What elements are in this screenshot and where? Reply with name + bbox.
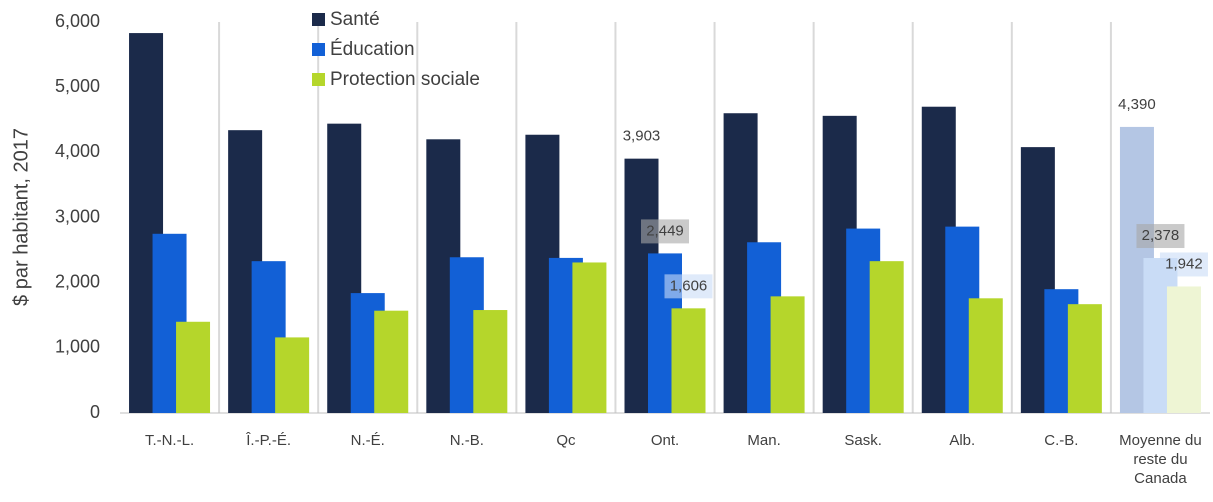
x-tick-label: C.-B.	[1044, 432, 1079, 449]
x-tick-label: Î.-P.-É.	[246, 432, 291, 449]
bar	[572, 262, 607, 413]
bar	[1067, 304, 1102, 413]
bar	[374, 310, 409, 413]
y-tick-label: 3,000	[55, 206, 100, 226]
data-label: 4,390	[1118, 96, 1156, 113]
y-tick-label: 1,000	[55, 337, 100, 357]
data-label: 2,449	[646, 222, 684, 239]
x-tick-label: T.-N.-L.	[144, 432, 195, 449]
y-tick-label: 0	[90, 402, 100, 422]
label-background	[1136, 224, 1185, 249]
legend-label: Éducation	[330, 39, 415, 60]
legend-swatch	[312, 73, 325, 86]
legend-swatch	[312, 43, 325, 56]
data-label: 1,606	[670, 277, 708, 294]
y-tick-label: 5,000	[55, 76, 100, 96]
bar	[1166, 286, 1201, 413]
y-tick-label: 6,000	[55, 11, 100, 31]
x-tick-label: N.-É.	[350, 432, 385, 449]
bar	[473, 310, 508, 413]
label-background	[1159, 252, 1208, 277]
x-tick-label: Sask.	[844, 432, 882, 449]
legend-label: Santé	[330, 9, 380, 30]
bar	[671, 308, 706, 413]
bar	[770, 296, 805, 413]
x-tick-label: Qc	[556, 432, 576, 449]
data-label: 2,378	[1142, 227, 1180, 244]
bar	[869, 261, 904, 413]
x-tick-label: Alb.	[949, 432, 976, 449]
legend-swatch	[312, 13, 325, 26]
x-tick-label: Ont.	[650, 432, 680, 449]
bar	[275, 337, 310, 413]
bar	[968, 298, 1003, 413]
data-label: 1,942	[1165, 255, 1203, 272]
label-background	[664, 274, 713, 299]
data-label: 3,903	[623, 128, 661, 145]
bar	[176, 321, 211, 413]
legend-label: Protection sociale	[330, 69, 480, 90]
x-tick-label: N.-B.	[449, 432, 484, 449]
y-tick-label: 4,000	[55, 141, 100, 161]
y-tick-label: 2,000	[55, 271, 100, 291]
label-background	[641, 219, 689, 244]
x-tick-label: Moyenne du reste du Canada	[1119, 432, 1202, 487]
y-axis-label: $ par habitant, 2017	[10, 128, 32, 306]
x-tick-label: Man.	[747, 432, 781, 449]
